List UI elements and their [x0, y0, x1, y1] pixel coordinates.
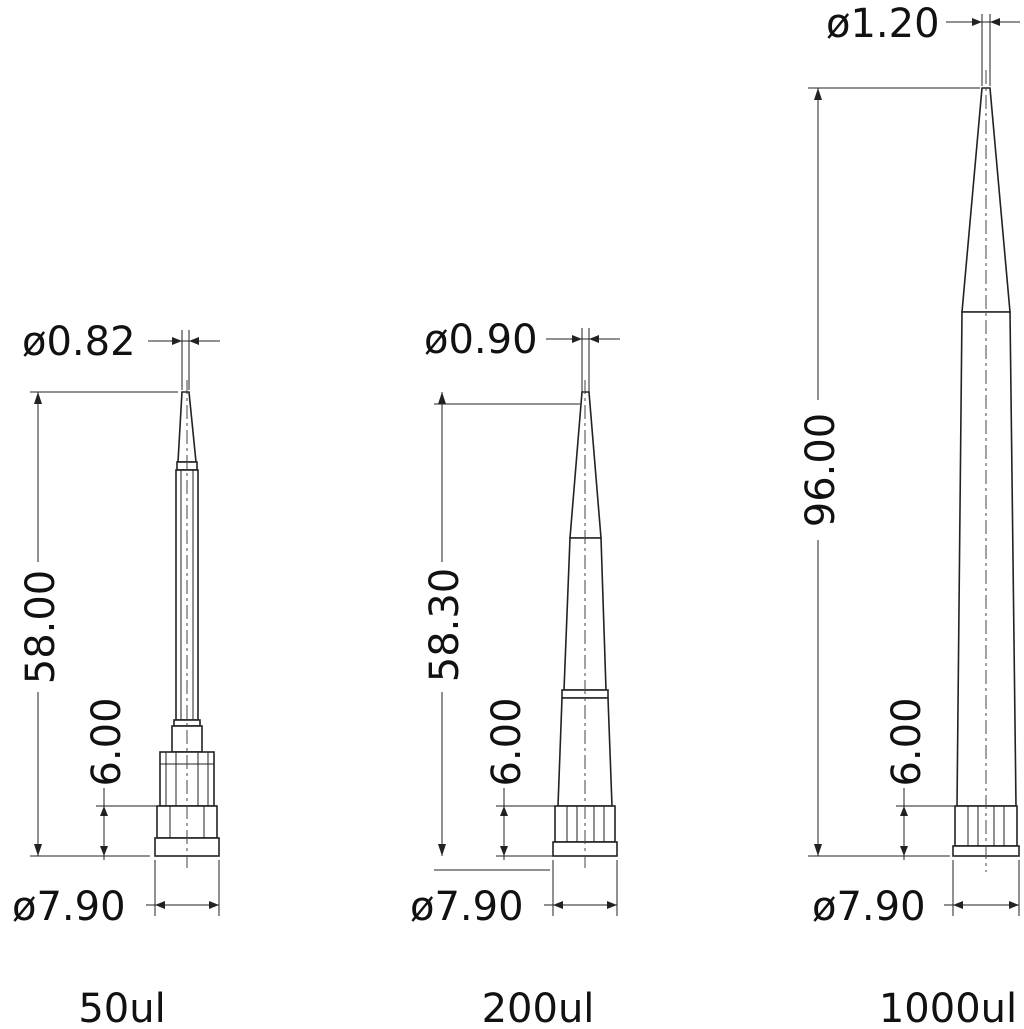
tip-1000ul: ø1.20 96.00 6.00 [798, 1, 1020, 1029]
tip-1000ul-collar-dimension: 6.00 [884, 697, 958, 860]
tip-50ul-length-label: 58.00 [18, 570, 64, 685]
tip-200ul-base-diameter-label: ø7.90 [410, 884, 524, 930]
tip-50ul-base-diameter-dimension: ø7.90 [12, 860, 220, 930]
tip-50ul-tip-diameter-dimension: ø0.82 [22, 319, 220, 390]
tip-50ul-collar-label: 6.00 [84, 697, 130, 786]
tip-1000ul-length-dimension: 96.00 [798, 87, 980, 857]
tip-1000ul-caption: 1000ul [879, 986, 1017, 1029]
tip-1000ul-base-diameter-label: ø7.90 [812, 884, 926, 930]
tip-1000ul-body [952, 70, 1020, 872]
tip-50ul-collar-dimension: 6.00 [84, 697, 158, 860]
tip-1000ul-tip-diameter-label: ø1.20 [826, 1, 940, 47]
tip-200ul-caption: 200ul [482, 986, 595, 1029]
tip-50ul-length-dimension: 58.00 [18, 391, 178, 857]
tip-200ul-collar-dimension: 6.00 [484, 697, 556, 860]
tip-1000ul-base-diameter-dimension: ø7.90 [812, 860, 1020, 930]
tip-1000ul-tip-diameter-dimension: ø1.20 [826, 1, 1020, 86]
tip-50ul-caption: 50ul [78, 986, 165, 1029]
tip-200ul-collar-label: 6.00 [484, 697, 530, 786]
tip-200ul: ø0.90 58.30 [410, 317, 620, 1029]
tip-200ul-body [552, 380, 618, 868]
tip-1000ul-length-label: 96.00 [798, 413, 844, 528]
tip-50ul-tip-diameter-label: ø0.82 [22, 319, 136, 365]
tip-1000ul-collar-label: 6.00 [884, 697, 930, 786]
tip-50ul: ø0.82 [12, 319, 220, 1029]
tip-50ul-base-diameter-label: ø7.90 [12, 884, 126, 930]
tip-200ul-tip-diameter-label: ø0.90 [424, 317, 538, 363]
tip-200ul-length-dimension: 58.30 [422, 392, 580, 871]
tip-200ul-length-label: 58.30 [422, 568, 468, 683]
tip-200ul-base-diameter-dimension: ø7.90 [410, 860, 618, 930]
tip-50ul-body [154, 380, 220, 868]
tip-200ul-tip-diameter-dimension: ø0.90 [424, 317, 620, 400]
